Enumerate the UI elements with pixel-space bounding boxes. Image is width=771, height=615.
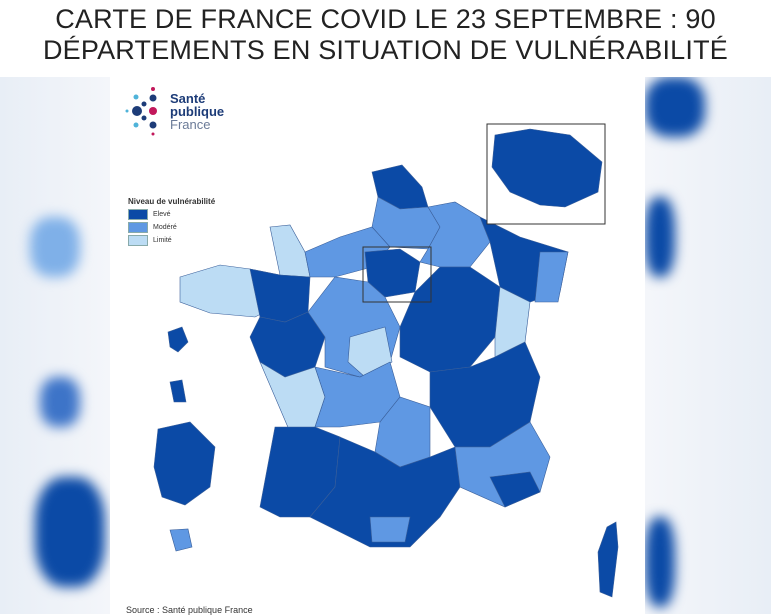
headline-line-1: CARTE DE FRANCE COVID LE 23 SEPTEMBRE : … bbox=[55, 4, 716, 34]
legend-title: Niveau de vulnérabilité bbox=[128, 197, 216, 206]
region-normandie-west bbox=[269, 224, 311, 278]
legend-label: Elevé bbox=[153, 211, 171, 218]
legend-label: Modéré bbox=[153, 224, 177, 231]
legend-item-modere: Modéré bbox=[128, 222, 215, 233]
legend-label: Limité bbox=[153, 237, 172, 244]
overseas-martinique bbox=[169, 379, 187, 403]
source-caption: Source : Santé publique France bbox=[126, 605, 253, 615]
legend-swatch bbox=[128, 235, 148, 246]
logo-line-1: Santé bbox=[170, 90, 206, 106]
idf-highlight-box bbox=[362, 246, 432, 303]
legend-swatch bbox=[128, 222, 148, 233]
legend-swatch bbox=[128, 209, 148, 220]
sante-publique-logo: Santé publique France bbox=[124, 85, 224, 137]
region-rhone-alpes bbox=[429, 341, 541, 448]
region-paca-south bbox=[489, 471, 541, 508]
legend-item-eleve: Elevé bbox=[128, 209, 215, 220]
blurred-background-right bbox=[645, 77, 771, 614]
idf-inset-map bbox=[491, 128, 603, 208]
map-image: Santé publique France Niveau de vulnérab… bbox=[110, 77, 645, 615]
blurred-background-left bbox=[0, 77, 110, 614]
france-map bbox=[153, 123, 619, 598]
legend: Niveau de vulnérabilité Elevé Modéré Lim… bbox=[128, 197, 215, 248]
logo-line-3: France bbox=[170, 116, 211, 132]
region-alsace bbox=[534, 251, 569, 303]
region-corse bbox=[597, 521, 619, 598]
overseas-guadeloupe bbox=[167, 326, 189, 353]
logo-dots-icon bbox=[125, 87, 157, 136]
logo-line-2: publique bbox=[170, 103, 225, 119]
overseas-guyane bbox=[153, 421, 216, 506]
region-occitanie-light bbox=[369, 516, 411, 543]
legend-item-limite: Limité bbox=[128, 235, 215, 246]
headline-line-2: DÉPARTEMENTS EN SITUATION DE VULNÉRABILI… bbox=[42, 35, 729, 65]
headline: CARTE DE FRANCE COVID LE 23 SEPTEMBRE : … bbox=[0, 4, 771, 66]
overseas-reunion bbox=[169, 528, 193, 552]
